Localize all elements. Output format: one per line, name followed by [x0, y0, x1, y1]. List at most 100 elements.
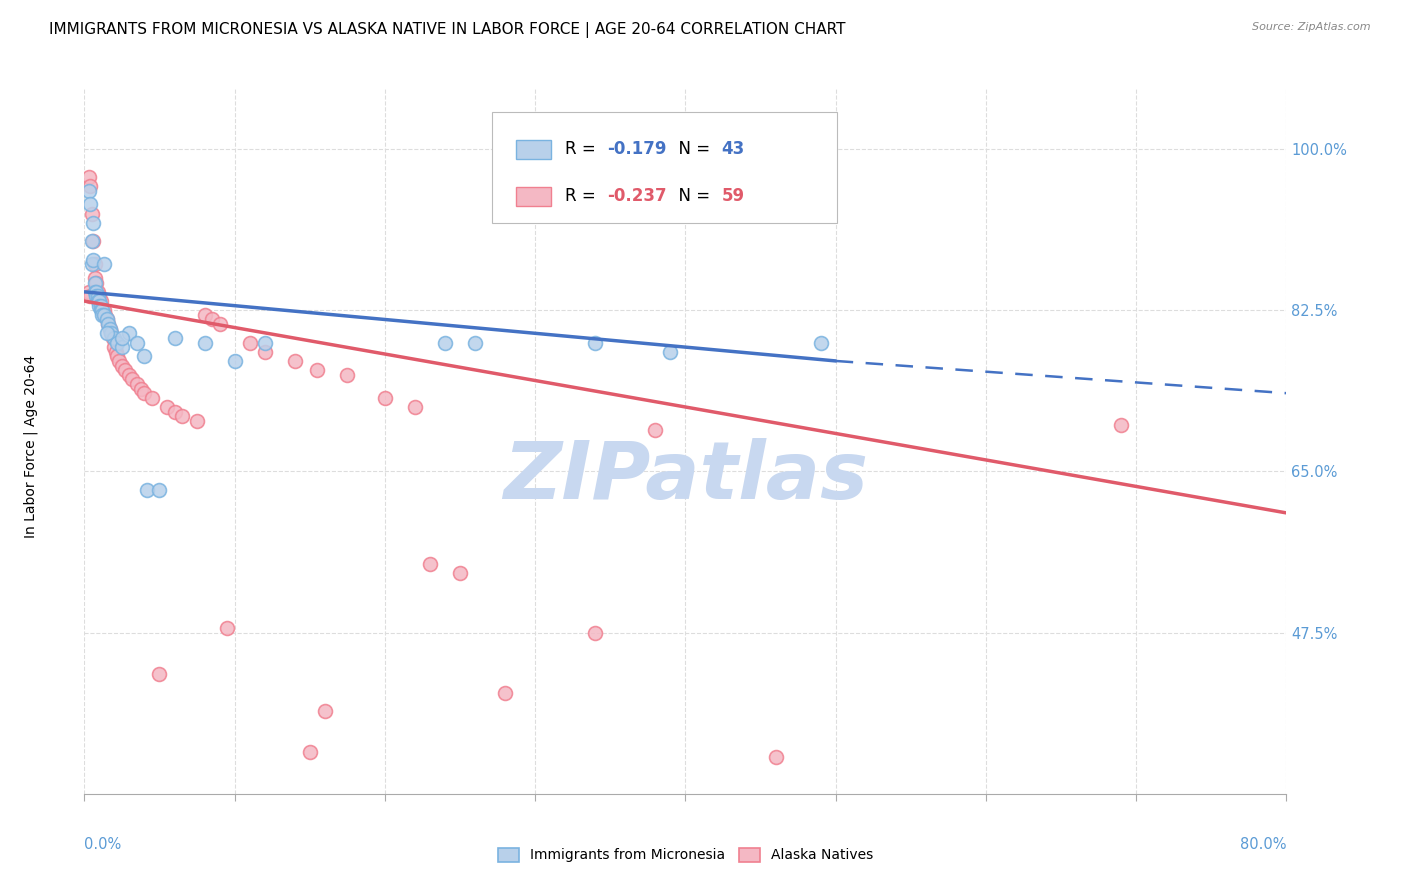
Point: [434, 335, 457, 350]
Point: [93, 308, 115, 322]
Point: [125, 335, 148, 350]
Point: [121, 372, 143, 386]
Point: [156, 400, 179, 414]
Point: [96, 326, 118, 341]
Point: [89, 294, 111, 309]
Point: [131, 382, 153, 396]
Point: [336, 368, 359, 382]
Point: [419, 557, 441, 571]
Point: [101, 331, 124, 345]
Point: [449, 566, 471, 580]
Point: [77, 169, 100, 184]
Point: [86, 285, 108, 299]
Point: [87, 285, 110, 299]
Point: [79, 178, 101, 193]
Point: [82, 252, 104, 267]
Point: [91, 303, 114, 318]
Point: [86, 276, 108, 290]
Point: [239, 335, 262, 350]
Point: [114, 363, 136, 377]
Point: [194, 308, 217, 322]
Point: [494, 685, 516, 699]
Point: [107, 349, 129, 363]
Point: [111, 359, 134, 373]
Point: [208, 317, 231, 331]
Point: [91, 308, 114, 322]
Text: ZIPatlas: ZIPatlas: [503, 438, 868, 516]
Point: [314, 704, 336, 718]
Text: IMMIGRANTS FROM MICRONESIA VS ALASKA NATIVE IN LABOR FORCE | AGE 20-64 CORRELATI: IMMIGRANTS FROM MICRONESIA VS ALASKA NAT…: [49, 22, 846, 38]
Point: [307, 363, 329, 377]
Point: [125, 376, 148, 391]
Point: [163, 404, 186, 418]
Point: [80, 257, 103, 271]
Point: [86, 289, 108, 303]
Point: [464, 335, 486, 350]
Point: [374, 391, 396, 405]
Point: [90, 303, 112, 318]
Point: [111, 331, 134, 345]
Point: [583, 335, 606, 350]
Text: -0.179: -0.179: [607, 140, 666, 158]
Text: N =: N =: [668, 187, 716, 205]
Point: [201, 312, 224, 326]
Point: [94, 308, 117, 322]
Point: [86, 285, 108, 299]
Point: [89, 294, 111, 309]
Point: [82, 216, 104, 230]
Point: [100, 326, 122, 341]
Text: N =: N =: [668, 140, 716, 158]
Point: [224, 354, 246, 368]
Point: [96, 312, 118, 326]
Point: [98, 321, 121, 335]
Point: [96, 312, 118, 326]
Point: [82, 234, 104, 248]
Point: [90, 299, 112, 313]
Text: 80.0%: 80.0%: [1240, 837, 1286, 852]
Point: [83, 276, 105, 290]
Point: [170, 409, 193, 424]
Point: [89, 299, 111, 313]
Point: [107, 335, 129, 350]
Point: [97, 317, 120, 331]
Text: 0.0%: 0.0%: [84, 837, 121, 852]
Point: [80, 234, 103, 248]
Point: [253, 344, 276, 359]
Point: [103, 331, 125, 345]
Point: [80, 206, 103, 220]
Point: [148, 667, 170, 681]
Point: [134, 386, 156, 401]
Text: 43: 43: [721, 140, 745, 158]
Point: [810, 335, 832, 350]
Point: [136, 483, 159, 497]
Point: [89, 289, 111, 303]
Point: [644, 423, 666, 437]
Text: Source: ZipAtlas.com: Source: ZipAtlas.com: [1253, 22, 1371, 32]
Point: [87, 289, 110, 303]
Point: [118, 368, 141, 382]
Point: [284, 354, 307, 368]
Point: [111, 340, 134, 354]
Text: In Labor Force | Age 20-64: In Labor Force | Age 20-64: [24, 354, 38, 538]
Point: [83, 271, 105, 285]
Point: [583, 625, 606, 640]
Text: R =: R =: [565, 187, 602, 205]
Point: [90, 294, 112, 309]
Point: [97, 317, 120, 331]
Text: 59: 59: [721, 187, 744, 205]
Point: [100, 326, 122, 341]
Point: [118, 326, 141, 341]
Point: [163, 331, 186, 345]
Text: -0.237: -0.237: [607, 187, 666, 205]
Point: [87, 294, 110, 309]
Point: [194, 335, 217, 350]
Point: [134, 349, 156, 363]
Point: [217, 621, 239, 635]
Point: [103, 340, 125, 354]
Point: [77, 184, 100, 198]
Point: [141, 391, 163, 405]
Point: [108, 354, 131, 368]
Point: [98, 321, 121, 335]
Point: [148, 483, 170, 497]
Point: [83, 285, 105, 299]
